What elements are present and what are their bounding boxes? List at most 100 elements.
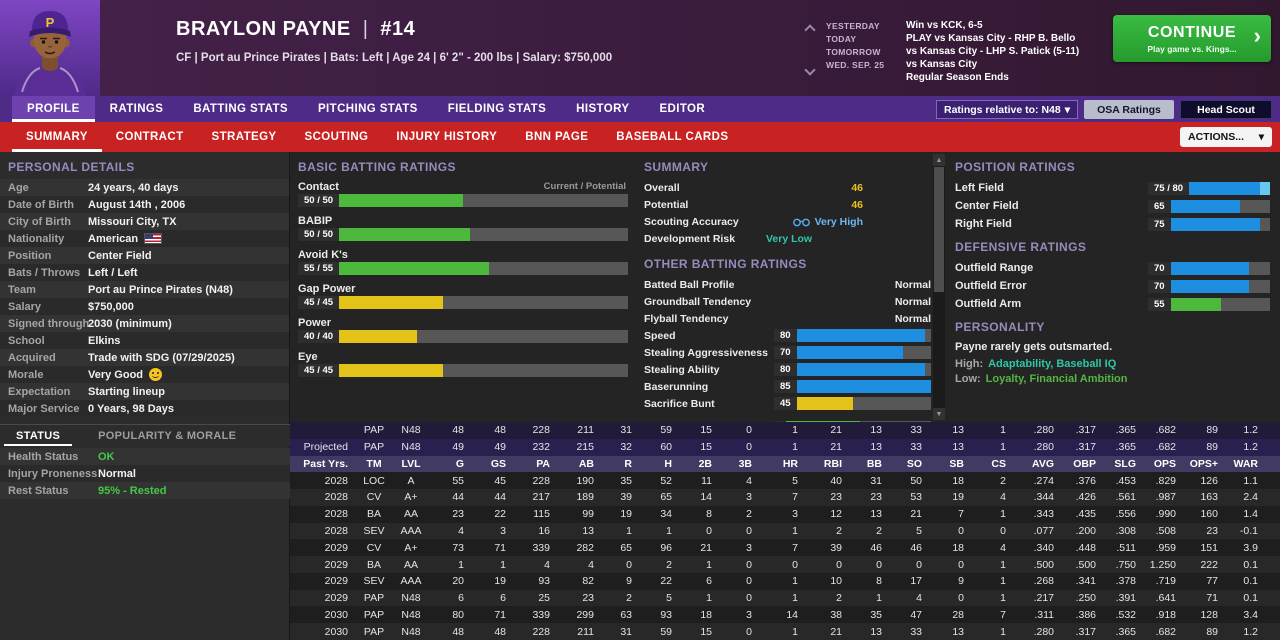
position-label: Outfield Error <box>955 280 1027 292</box>
stats-table: PAP N48 48 48 228 211 31 59 15 0 1 21 13 33 13 1.280.31… <box>290 422 1280 640</box>
stats-cell: 48 <box>494 424 506 437</box>
stats-cell: .376 <box>1075 474 1096 487</box>
detail-row-date-of-birth: Date of Birth August 14th , 2006 <box>0 196 289 213</box>
sub-tab-strategy[interactable]: STRATEGY <box>211 131 277 143</box>
status-value: OK <box>98 450 115 463</box>
stats-cell: 1 <box>792 625 798 638</box>
rating-value: 75 <box>1148 217 1171 231</box>
stats-cell: 1 <box>1000 575 1006 588</box>
rating-value: 55 / 55 <box>298 262 340 275</box>
summary-scrollbar[interactable]: ▲ ▼ <box>933 154 945 420</box>
schedule-day-label: WED. SEP. 25 <box>826 59 885 70</box>
rating-bar: 65 <box>1148 199 1270 213</box>
scroll-down-icon[interactable]: ▼ <box>933 408 945 420</box>
head-scout-button[interactable]: Head Scout <box>1180 100 1272 119</box>
actions-label: ACTIONS... <box>1188 131 1245 143</box>
main-tab-fielding-stats[interactable]: FIELDING STATS <box>447 103 547 115</box>
detail-value: 2030 (minimum) <box>88 317 172 330</box>
stats-cell: SEV <box>363 524 385 537</box>
stats-cell: 1 <box>1000 625 1006 638</box>
stats-cell: 211 <box>577 424 594 437</box>
ratings-relative-dropdown[interactable]: Ratings relative to: N48 ▾ <box>936 100 1078 119</box>
detail-label: Bats / Throws <box>8 266 81 279</box>
stats-cell: .365 <box>1115 625 1136 638</box>
rating-bar: 80 <box>774 329 931 342</box>
stats-row: 2029 CV A+ 73 71 339 282 65 96 21 3 7 39 46 46 18 4 .340.… <box>290 539 1280 557</box>
rating-bar: 55 <box>1148 297 1270 311</box>
stats-header-cell: WAR <box>1233 457 1259 470</box>
schedule-event-text: Win vs KCK, 6-5 <box>906 20 983 31</box>
status-tab-status[interactable]: STATUS <box>4 425 72 446</box>
main-tab-batting-stats[interactable]: BATTING STATS <box>193 103 288 115</box>
detail-value: Starting lineup <box>88 385 165 398</box>
stats-cell: .077 <box>1033 524 1054 537</box>
stats-cell: .391 <box>1115 592 1136 605</box>
stats-cell: 1.4 <box>1243 508 1258 521</box>
rating-bar-fill <box>298 194 463 207</box>
stats-cell: 0.1 <box>1243 592 1258 605</box>
osa-ratings-button[interactable]: OSA Ratings <box>1084 100 1174 119</box>
stats-cell: 115 <box>533 508 550 521</box>
schedule-scroll-up-icon[interactable] <box>804 24 816 36</box>
detail-value: Very Good <box>88 368 163 381</box>
stats-cell: 50 <box>910 474 922 487</box>
glasses-icon <box>792 218 810 226</box>
stats-cell: PAP <box>363 608 385 621</box>
position-label: Left Field <box>955 182 1004 194</box>
schedule-scroll-down-icon[interactable] <box>804 64 816 76</box>
main-tab-history[interactable]: HISTORY <box>576 103 630 115</box>
actions-button[interactable]: ACTIONS... ▾ <box>1180 127 1272 147</box>
scale-note: Current / Potential <box>543 181 626 192</box>
schedule-event-text: Regular Season Ends <box>906 72 1009 83</box>
stats-header-cell: OPS+ <box>1189 457 1218 470</box>
sub-tab-summary[interactable]: SUMMARY <box>12 122 102 152</box>
stats-cell: 22 <box>494 508 506 521</box>
main-tab-editor[interactable]: EDITOR <box>659 103 706 115</box>
status-tab-popularity-morale[interactable]: POPULARITY & MORALE <box>98 429 237 442</box>
position-row-left-field: Left Field 75 / 80 <box>955 179 1270 197</box>
stats-cell: 228 <box>532 625 550 638</box>
stats-cell: .682 <box>1155 625 1176 638</box>
stats-header-cell: CS <box>991 457 1006 470</box>
main-tab-ratings[interactable]: RATINGS <box>109 103 164 115</box>
detail-row-expectation: Expectation Starting lineup <box>0 383 289 400</box>
position-label: Right Field <box>955 218 1012 230</box>
detail-row-salary: Salary $750,000 <box>0 298 289 315</box>
other-rating-value: Normal <box>894 295 931 308</box>
stats-cell: 0 <box>916 558 922 571</box>
stats-cell: .682 <box>1155 424 1176 437</box>
sub-tab-scouting[interactable]: SCOUTING <box>304 131 369 143</box>
sub-tab-bnn-page[interactable]: BNN PAGE <box>525 131 589 143</box>
stats-cell: 1 <box>1000 592 1006 605</box>
stats-cell: .750 <box>1115 558 1136 571</box>
detail-value: American <box>88 233 163 245</box>
stats-cell: 126 <box>1200 474 1218 487</box>
rating-value: 40 / 40 <box>298 330 340 343</box>
other-rating-value: Normal <box>894 312 931 325</box>
continue-button[interactable]: CONTINUE Play game vs. Kings... › <box>1113 15 1271 62</box>
stats-cell: .556 <box>1115 508 1136 521</box>
main-tab-pitching-stats[interactable]: PITCHING STATS <box>317 103 418 115</box>
stats-cell: .959 <box>1155 541 1176 554</box>
main-tab-profile[interactable]: PROFILE <box>12 96 95 122</box>
stats-row: 2028 BA AA 23 22 115 99 19 34 8 2 3 12 13 21 7 1.343.435… <box>290 505 1280 523</box>
stats-cell: 7 <box>792 491 798 504</box>
stats-cell: 15 <box>700 441 712 454</box>
stats-cell: .365 <box>1115 441 1136 454</box>
sub-tab-injury-history[interactable]: INJURY HISTORY <box>396 131 498 143</box>
stats-cell: 1 <box>792 424 798 437</box>
sub-tab-contract[interactable]: CONTRACT <box>115 131 184 143</box>
stats-cell: .343 <box>1033 508 1054 521</box>
stats-header-cell: OPS <box>1153 457 1176 470</box>
batting-rating-avoid-k-s: Avoid K's 55 / 55 <box>298 247 628 275</box>
stats-cell: 5 <box>916 524 922 537</box>
scroll-up-icon[interactable]: ▲ <box>933 154 945 166</box>
stats-cell: 48 <box>452 424 464 437</box>
scrollbar-thumb[interactable] <box>934 167 944 292</box>
detail-label: Signed through <box>8 317 90 330</box>
personality-text: Payne rarely gets outsmarted. <box>955 341 1113 353</box>
player-bio-line: CF | Port au Prince Pirates | Bats: Left… <box>176 52 613 64</box>
rating-bar: 70 <box>774 346 931 359</box>
other-rating-label: Stealing Aggressiveness <box>644 346 768 359</box>
sub-tab-baseball-cards[interactable]: BASEBALL CARDS <box>616 131 729 143</box>
